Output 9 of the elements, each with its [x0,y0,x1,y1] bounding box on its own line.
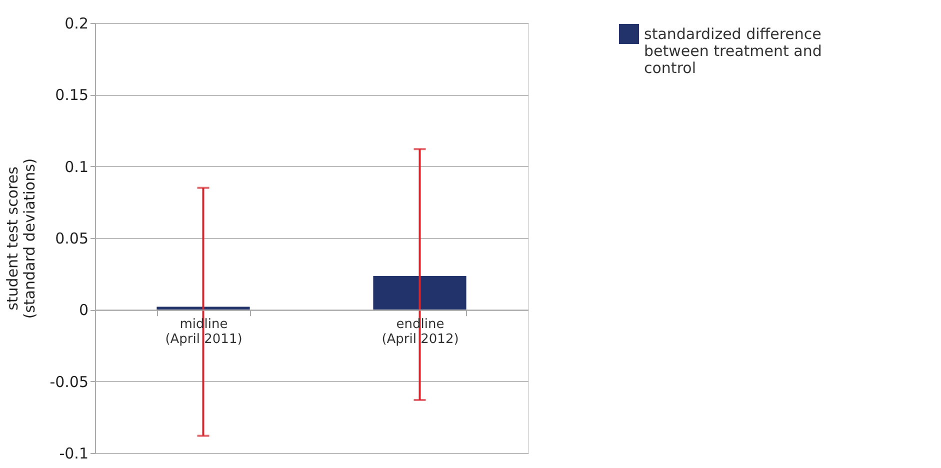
y-axis-title: student test scores (standard deviations) [4,158,39,319]
y-tick-label: 0 [78,301,88,320]
y-tick-label: -0.05 [50,372,88,391]
y-tick-label: -0.1 [59,444,88,462]
legend-label: standardized difference between treatment and control [644,25,822,77]
y-tick-label: 0.05 [55,230,88,248]
y-tick-label: 0.1 [64,158,88,176]
y-tick-label: 0.15 [55,86,88,104]
y-tick-label: 0.2 [64,14,88,32]
